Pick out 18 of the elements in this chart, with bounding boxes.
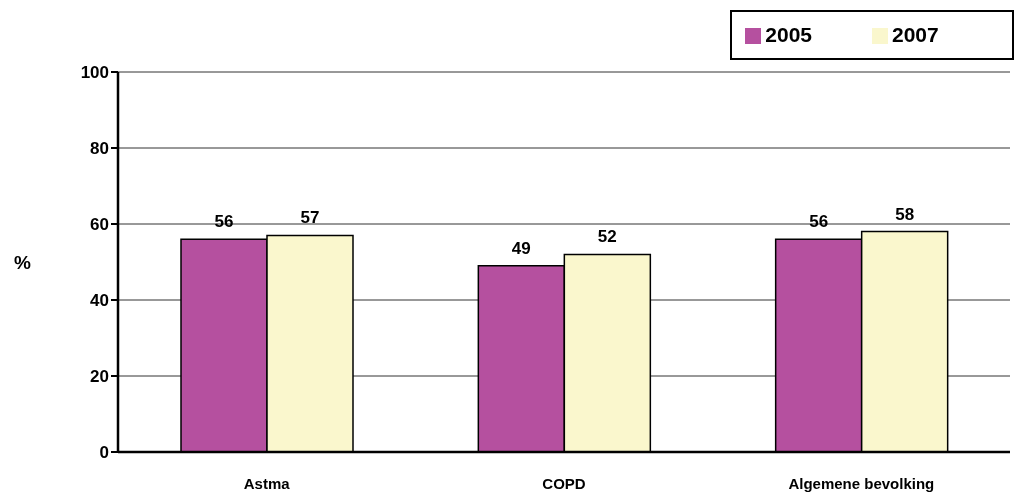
legend-label: 2005 (765, 23, 812, 46)
y-axis-title: % (14, 251, 31, 273)
data-label: 49 (511, 238, 531, 258)
x-tick-label: Astma (243, 474, 291, 492)
x-tick-label: Algemene bevolking (788, 474, 935, 492)
data-label: 58 (895, 204, 915, 224)
x-tick-label: COPD (542, 474, 586, 492)
legend-label: 2007 (892, 23, 939, 46)
y-tick-label: 40 (90, 291, 109, 311)
y-tick-label: 100 (80, 63, 109, 83)
y-tick-label: 60 (90, 215, 109, 235)
y-tick-label: 20 (90, 367, 109, 387)
data-label: 57 (300, 208, 320, 228)
y-tick-label: 80 (90, 139, 109, 159)
y-tick-label: 0 (99, 443, 109, 463)
data-label: 52 (597, 227, 617, 247)
data-label: 56 (809, 212, 829, 232)
data-label: 56 (214, 212, 234, 232)
